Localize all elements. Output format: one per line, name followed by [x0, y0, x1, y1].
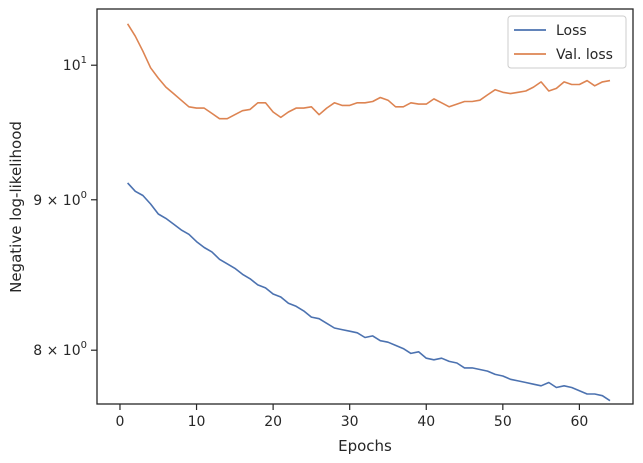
series-line-loss: [127, 182, 611, 402]
series-layer: [126, 23, 611, 402]
y-tick-label: 9 × 100: [33, 190, 87, 209]
y-axis-label: Negative log-likelihood: [7, 121, 25, 293]
x-tick-label: 0: [116, 414, 125, 430]
plot-frame: [96, 8, 634, 405]
x-tick-label: 40: [417, 414, 435, 430]
y-tick-label: 8 × 100: [33, 340, 87, 359]
legend-label-loss: Loss: [556, 23, 587, 39]
legend: Loss Val. loss: [507, 15, 627, 69]
legend-label-val-loss: Val. loss: [556, 47, 613, 63]
x-tick-label: 60: [570, 414, 588, 430]
x-tick-label: 30: [341, 414, 359, 430]
x-tick-label: 10: [188, 414, 206, 430]
x-tick-label: 20: [264, 414, 282, 430]
x-axis-label: Epochs: [338, 437, 392, 455]
series-line-val-loss: [126, 23, 611, 120]
x-tick-label: 50: [494, 414, 512, 430]
x-axis: 0 10 20 30 40 50 60: [116, 404, 588, 430]
legend-box: [507, 15, 627, 69]
